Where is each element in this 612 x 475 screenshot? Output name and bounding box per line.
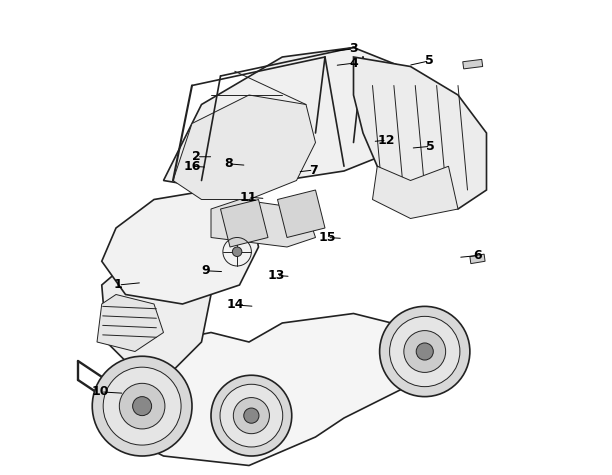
Text: 5: 5 <box>425 54 434 67</box>
Text: 12: 12 <box>378 133 395 147</box>
Polygon shape <box>354 57 487 209</box>
Circle shape <box>103 367 181 445</box>
Polygon shape <box>97 294 163 352</box>
Circle shape <box>416 343 433 360</box>
Polygon shape <box>277 190 325 238</box>
Text: 4: 4 <box>349 57 358 70</box>
Circle shape <box>119 383 165 429</box>
Text: 16: 16 <box>184 160 201 173</box>
Text: 11: 11 <box>239 190 257 204</box>
Polygon shape <box>470 254 485 264</box>
Polygon shape <box>211 200 316 247</box>
Polygon shape <box>102 190 258 304</box>
Polygon shape <box>163 48 411 190</box>
Circle shape <box>133 397 152 416</box>
Text: 14: 14 <box>227 298 244 312</box>
Polygon shape <box>102 256 211 370</box>
Circle shape <box>92 356 192 456</box>
Polygon shape <box>220 200 268 247</box>
Circle shape <box>233 398 269 434</box>
Circle shape <box>404 331 446 372</box>
Text: 9: 9 <box>201 264 210 277</box>
Polygon shape <box>373 166 458 219</box>
Text: 1: 1 <box>114 278 123 292</box>
Text: 5: 5 <box>426 140 435 153</box>
Text: 7: 7 <box>309 163 318 177</box>
Text: 10: 10 <box>92 385 110 399</box>
Text: 15: 15 <box>319 231 336 244</box>
Circle shape <box>379 306 470 397</box>
Polygon shape <box>463 59 483 69</box>
Text: 3: 3 <box>349 42 358 56</box>
Text: 13: 13 <box>268 269 285 282</box>
Circle shape <box>233 247 242 256</box>
Circle shape <box>220 384 283 447</box>
Polygon shape <box>114 387 127 396</box>
Text: 8: 8 <box>225 157 233 171</box>
Circle shape <box>390 316 460 387</box>
Text: 6: 6 <box>474 249 482 262</box>
Polygon shape <box>102 314 411 466</box>
Text: 2: 2 <box>192 150 201 163</box>
Circle shape <box>244 408 259 423</box>
Circle shape <box>211 375 292 456</box>
Polygon shape <box>173 95 316 200</box>
